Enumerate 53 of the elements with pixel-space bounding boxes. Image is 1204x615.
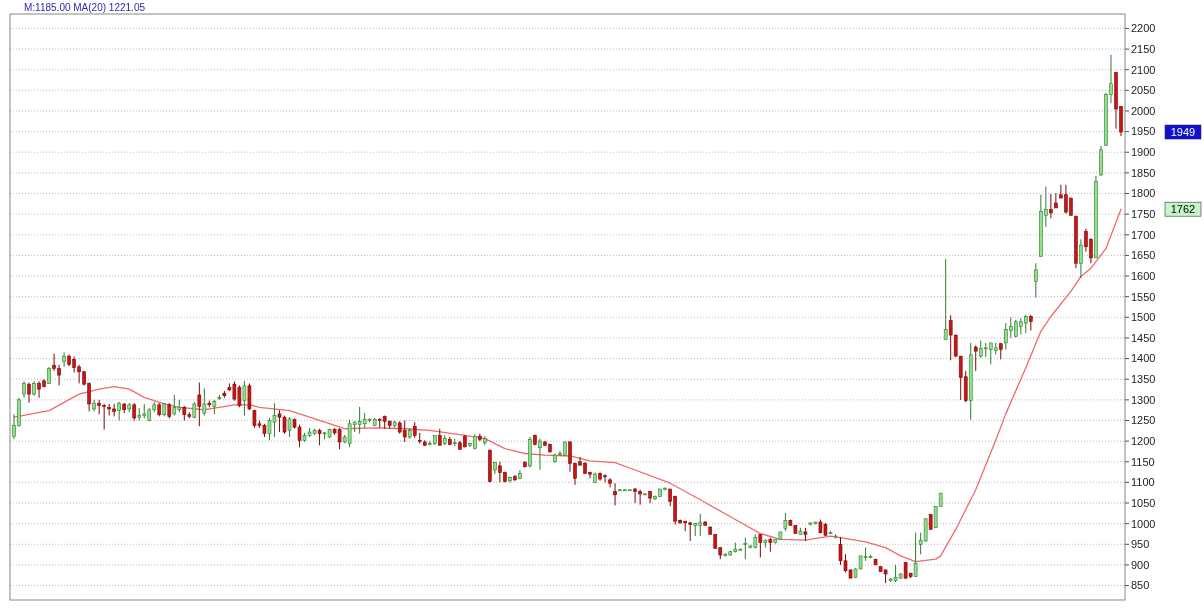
candlestick <box>1049 193 1053 219</box>
candlestick <box>402 419 407 443</box>
candlestick <box>538 438 542 471</box>
candlestick <box>1034 262 1038 299</box>
y-tick-label: 1200 <box>1131 434 1156 447</box>
candlestick <box>202 387 207 417</box>
y-tick-label: 2000 <box>1131 104 1156 117</box>
candlestick <box>783 512 788 532</box>
y-tick-label: 2100 <box>1131 63 1156 76</box>
candlestick <box>197 382 202 427</box>
candlestick <box>943 258 948 341</box>
y-tick-label: 1350 <box>1131 373 1156 386</box>
y-tick-label: 1100 <box>1131 476 1155 489</box>
text: 1949 <box>1170 125 1196 138</box>
candlestick <box>242 380 247 417</box>
y-tick-label: 900 <box>1131 558 1150 571</box>
candlestick <box>117 401 121 421</box>
y-tick-label: 1800 <box>1131 187 1156 200</box>
candlestick <box>62 351 66 368</box>
candlestick <box>27 382 31 404</box>
y-tick-label: 1400 <box>1131 352 1156 365</box>
y-tick-label: 850 <box>1131 579 1150 592</box>
candlestick <box>247 382 252 411</box>
y-tick-label: 1300 <box>1131 393 1156 406</box>
candlestick <box>973 344 978 372</box>
y-tick-label: 1050 <box>1131 496 1156 509</box>
y-tick-label: 1650 <box>1131 249 1156 262</box>
y-tick-label: 2150 <box>1131 42 1156 55</box>
candlestick <box>743 537 748 560</box>
candlestick <box>1079 238 1083 279</box>
text: 1762 <box>1170 203 1196 216</box>
y-tick-label: 1500 <box>1131 311 1156 324</box>
candlestick <box>913 532 918 577</box>
y-tick-label: 1850 <box>1131 166 1156 179</box>
y-tick-label: 1700 <box>1131 228 1156 241</box>
y-tick-label: 1000 <box>1131 517 1156 530</box>
y-tick-label: 1750 <box>1131 208 1156 220</box>
y-tick-label: 950 <box>1131 538 1150 551</box>
candlestick <box>1054 192 1058 209</box>
candlestick <box>172 394 177 417</box>
y-tick-label: 1600 <box>1131 269 1156 282</box>
y-tick-label: 2200 <box>1131 22 1156 35</box>
y-tick-label: 1250 <box>1131 414 1156 427</box>
y-tick-label: 1900 <box>1131 146 1156 159</box>
candlestick <box>287 416 292 438</box>
y-tick-label: 2050 <box>1131 84 1156 97</box>
y-tick-label: 1550 <box>1131 290 1156 303</box>
y-tick-label: 1150 <box>1131 455 1155 468</box>
candlestick <box>758 533 763 558</box>
y-tick-label: 1950 <box>1131 125 1156 138</box>
text: M:1185.00 MA(20) 1221.05 <box>24 2 146 13</box>
y-tick-label: 1450 <box>1131 331 1156 344</box>
candlestick <box>613 482 617 506</box>
